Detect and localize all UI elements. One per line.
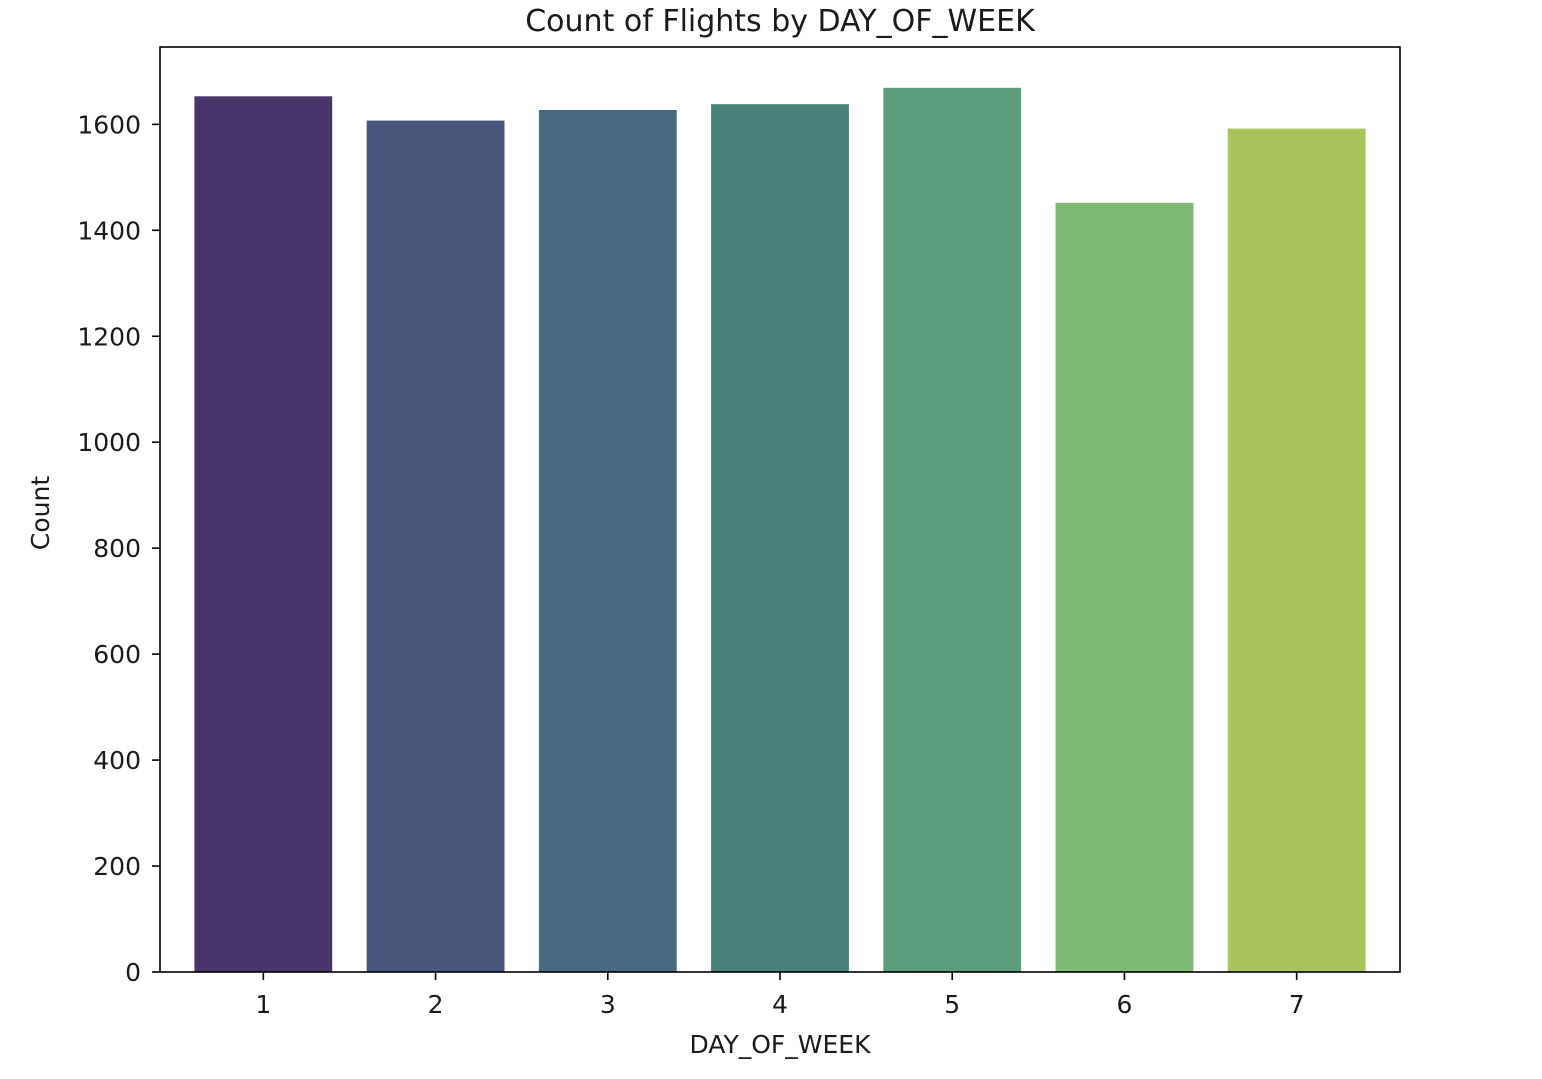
y-axis: 0 200 400 600 800 1000 1200 1400 1600 — [77, 110, 160, 987]
y-tick-label: 600 — [93, 640, 141, 669]
x-tick-label: 3 — [600, 990, 616, 1019]
x-axis: 1 2 3 4 5 6 7 — [255, 972, 1305, 1019]
y-tick-label: 800 — [93, 534, 141, 563]
y-tick-label: 200 — [93, 852, 141, 881]
bar-day-6 — [1055, 202, 1194, 973]
bar-day-4 — [711, 104, 849, 972]
y-tick-label: 1400 — [77, 216, 141, 245]
bar-day-3 — [538, 110, 677, 972]
bar-day-7 — [1227, 128, 1366, 973]
bar-day-2 — [366, 120, 505, 973]
x-tick-label: 1 — [255, 990, 271, 1019]
y-tick-label: 1200 — [77, 322, 141, 351]
y-axis-label: Count — [26, 476, 55, 550]
bars-layer — [194, 87, 1366, 973]
x-tick-label: 4 — [772, 990, 788, 1019]
chart-title: Count of Flights by DAY_OF_WEEK — [525, 4, 1036, 39]
y-tick-label: 1600 — [77, 110, 141, 139]
y-tick-label: 1000 — [77, 428, 141, 457]
y-tick-label: 0 — [125, 958, 141, 987]
x-tick-label: 2 — [428, 990, 444, 1019]
x-tick-label: 6 — [1116, 990, 1132, 1019]
x-tick-label: 7 — [1289, 990, 1305, 1019]
bar-day-1 — [194, 96, 333, 973]
bar-day-5 — [883, 87, 1022, 973]
x-axis-label: DAY_OF_WEEK — [689, 1030, 871, 1059]
y-tick-label: 400 — [93, 746, 141, 775]
x-tick-label: 5 — [944, 990, 960, 1019]
